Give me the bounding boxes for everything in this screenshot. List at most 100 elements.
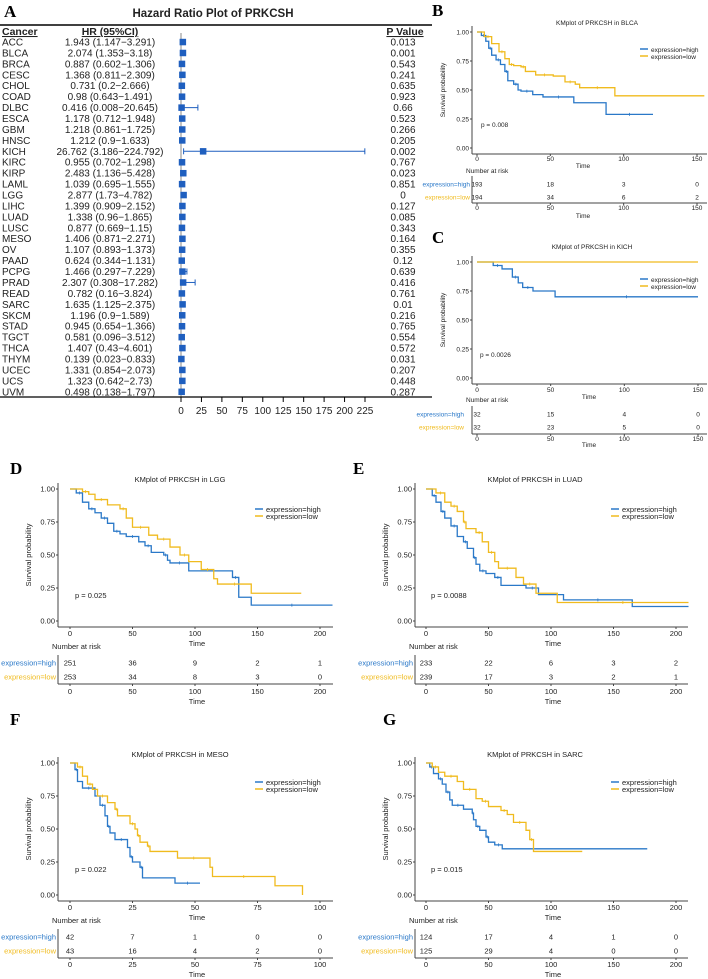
x-tick-label: 75 — [237, 406, 249, 417]
x-tick-label: 150 — [251, 629, 264, 638]
hr-ci-label: 1.178 (0.712−1.948) — [65, 114, 155, 125]
y-tick-label: 0.25 — [456, 347, 469, 354]
km-panel-C: C KMplot of PRKCSH in KICH 0.00 0.25 0.50 0.7… — [416, 228, 707, 449]
risk-row-label: expression=high — [422, 182, 470, 189]
forest-row: SKCM 1.196 (0.9−1.589) 0.216 — [2, 311, 416, 322]
y-tick-label: 0.25 — [40, 584, 55, 593]
y-tick-label: 0.00 — [397, 891, 412, 900]
risk-count: 0 — [318, 947, 322, 956]
p-value-label: p = 0.022 — [75, 865, 107, 874]
y-tick-label: 0.00 — [40, 891, 55, 900]
risk-x-tick-label: 150 — [693, 436, 704, 443]
p-value-label: 0.164 — [390, 234, 415, 245]
risk-x-tick-label: 100 — [189, 687, 202, 696]
cancer-label: CHOL — [2, 81, 30, 92]
km-panel-D: D KMplot of PRKCSH in LGG 0.00 0.25 0.50 0.75… — [1, 459, 333, 706]
y-tick-label: 0.25 — [40, 858, 55, 867]
y-tick-label: 0.75 — [40, 518, 55, 527]
risk-table-title: Number at risk — [52, 916, 101, 925]
x-axis-label: Time — [545, 913, 561, 922]
x-tick-label: 200 — [670, 629, 683, 638]
risk-x-tick-label: 50 — [128, 687, 136, 696]
risk-count: 125 — [420, 947, 433, 956]
forest-row: KIRP 2.483 (1.136−5.428) 0.023 — [2, 169, 416, 180]
km-title: KMplot of PRKCSH in LUAD — [487, 475, 583, 484]
cancer-label: ESCA — [2, 114, 30, 125]
risk-x-tick-label: 200 — [670, 960, 683, 969]
cancer-label: HNSC — [2, 136, 30, 147]
p-value-label: 0.266 — [390, 125, 415, 136]
cancer-label: ACC — [2, 38, 23, 49]
risk-count: 36 — [128, 659, 136, 668]
risk-count: 6 — [549, 659, 553, 668]
hr-point-marker — [180, 169, 187, 177]
risk-x-tick-label: 50 — [484, 687, 492, 696]
x-tick-label: 0 — [68, 629, 72, 638]
x-tick-label: 100 — [189, 629, 202, 638]
hr-ci-label: 1.466 (0.297−7.229) — [65, 267, 155, 278]
forest-plot-panel: A Hazard Ratio Plot of PRKCSH Cancer HR (95… — [0, 2, 432, 417]
y-tick-label: 0.50 — [40, 825, 55, 834]
hr-point-marker — [178, 355, 185, 363]
risk-x-tick-label: 50 — [484, 960, 492, 969]
risk-x-tick-label: 150 — [607, 687, 620, 696]
forest-row: COAD 0.98 (0.643−1.491) 0.923 — [2, 92, 416, 103]
risk-table-title: Number at risk — [409, 916, 458, 925]
hr-ci-label: 0.955 (0.702−1.298) — [65, 158, 155, 169]
y-tick-label: 0.25 — [397, 584, 412, 593]
hr-ci-label: 1.218 (0.861−1.725) — [65, 125, 155, 136]
p-value-label: 0.923 — [390, 92, 415, 103]
x-tick-label: 0 — [68, 903, 72, 912]
risk-count: 0 — [696, 412, 700, 419]
x-tick-label: 50 — [484, 629, 492, 638]
forest-row: DLBC 0.416 (0.008−20.645) 0.66 — [2, 103, 413, 114]
p-value-label: 0.241 — [390, 70, 415, 81]
risk-count: 124 — [420, 933, 433, 942]
risk-count: 29 — [484, 947, 492, 956]
risk-row-label: expression=high — [358, 659, 413, 668]
cancer-label: DLBC — [2, 103, 29, 114]
y-tick-label: 1.00 — [456, 30, 469, 37]
km-title: KMplot of PRKCSH in KICH — [552, 244, 633, 251]
forest-row: KIRC 0.955 (0.702−1.298) 0.767 — [2, 158, 416, 169]
risk-count: 2 — [674, 659, 678, 668]
risk-x-tick-label: 150 — [692, 205, 703, 212]
p-value-label: 0.767 — [390, 158, 415, 169]
risk-x-tick-label: 200 — [670, 687, 683, 696]
forest-row: LIHC 1.399 (0.909−2.152) 0.127 — [2, 201, 416, 212]
km-panel-F: F KMplot of PRKCSH in MESO 0.00 0.25 0.50 0.7… — [1, 710, 333, 979]
column-header-p: P Value — [386, 26, 423, 38]
y-axis-label: Survival probability — [440, 62, 447, 117]
x-tick-label: 100 — [314, 903, 327, 912]
x-tick-label: 0 — [475, 387, 479, 394]
risk-x-tick-label: 50 — [191, 960, 199, 969]
risk-row-label: expression=low — [4, 947, 56, 956]
hr-point-marker — [178, 159, 186, 166]
forest-row: BRCA 0.887 (0.602−1.306) 0.543 — [2, 59, 416, 70]
p-value-label: 0.023 — [390, 169, 415, 180]
forest-row: SARC 1.635 (1.125−2.375) 0.01 — [2, 300, 413, 311]
cancer-label: UVM — [2, 387, 24, 398]
forest-row: ACC 1.943 (1.147−3.291) 0.013 — [2, 38, 416, 49]
risk-count: 0 — [318, 673, 322, 682]
risk-x-tick-label: 25 — [128, 960, 136, 969]
forest-row: UCEC 1.331 (0.854−2.073) 0.207 — [2, 365, 416, 376]
hr-ci-label: 2.877 (1.73−4.782) — [68, 191, 153, 202]
panel-label: F — [10, 710, 20, 729]
risk-x-tick-label: 0 — [475, 436, 479, 443]
hr-ci-label: 1.943 (1.147−3.291) — [65, 38, 155, 49]
forest-row: CHOL 0.731 (0.2−2.666) 0.635 — [2, 81, 416, 92]
risk-count: 18 — [547, 182, 555, 189]
risk-x-tick-label: 100 — [545, 687, 558, 696]
hr-point-marker — [180, 191, 187, 199]
x-tick-label: 200 — [314, 629, 327, 638]
hr-point-marker — [179, 344, 186, 352]
x-tick-label: 50 — [484, 903, 492, 912]
cancer-label: KIRP — [2, 169, 26, 180]
hr-ci-label: 0.782 (0.16−3.824) — [68, 289, 153, 300]
hr-point-marker — [178, 322, 186, 330]
risk-count: 42 — [66, 933, 74, 942]
risk-count: 0 — [695, 182, 699, 189]
hr-point-marker — [178, 137, 186, 144]
hr-ci-label: 0.624 (0.344−1.131) — [65, 256, 155, 267]
